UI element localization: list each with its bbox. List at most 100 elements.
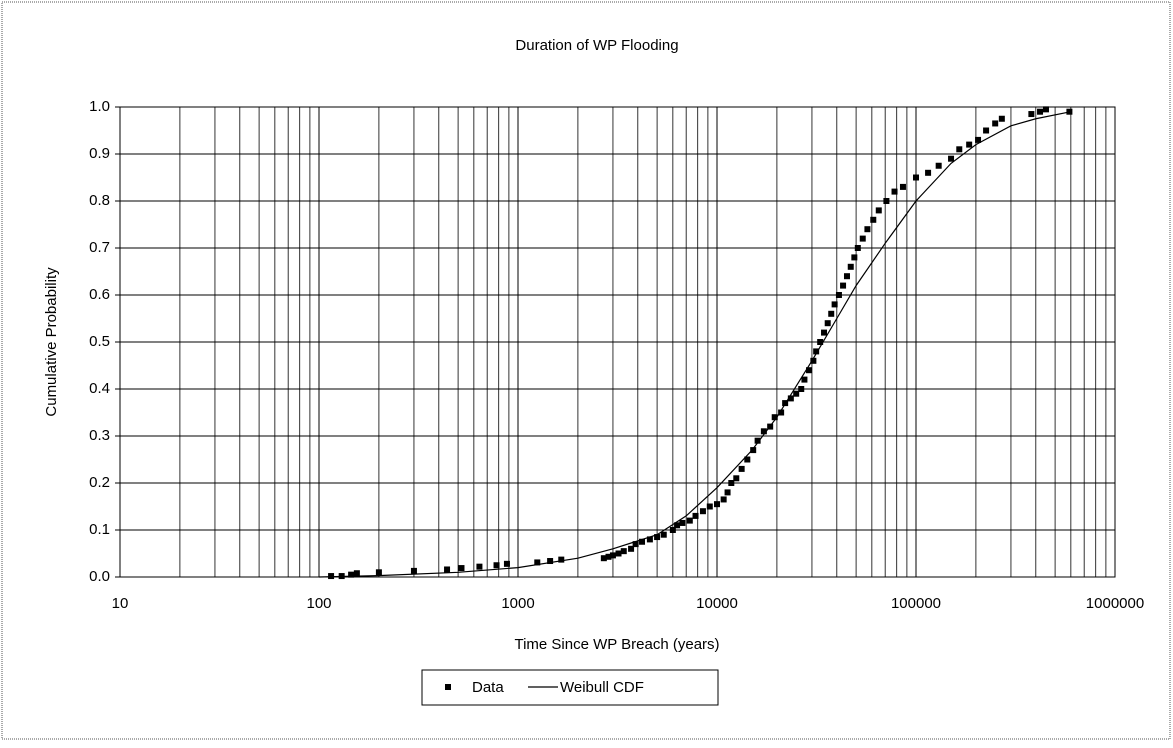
data-point (975, 136, 982, 143)
data-point (738, 465, 745, 472)
data-point (503, 560, 510, 567)
data-point (754, 437, 761, 444)
data-point (674, 522, 681, 529)
x-tick-label: 100 (306, 595, 331, 612)
data-point (615, 550, 622, 557)
data-point (1028, 111, 1035, 118)
data-point (801, 376, 808, 383)
data-point (728, 480, 735, 486)
y-tick-label: 0.0 (89, 568, 110, 585)
y-axis-label: Cumulative Probability (43, 267, 60, 417)
data-point (966, 141, 973, 148)
data-point (493, 562, 500, 569)
legend-box (421, 669, 719, 706)
data-point (1037, 108, 1044, 115)
data-point (660, 531, 667, 538)
data-point (458, 565, 465, 572)
data-point (476, 563, 483, 570)
data-point (646, 536, 653, 543)
x-tick-label: 1000 (501, 595, 534, 612)
data-point (992, 120, 999, 127)
data-point (875, 207, 882, 214)
data-point (913, 174, 919, 181)
data-point (817, 339, 824, 345)
data-point (925, 169, 932, 176)
data-point (628, 545, 635, 552)
data-point (1042, 106, 1049, 113)
data-point (787, 395, 794, 402)
legend-label: Data (472, 679, 504, 696)
data-point (835, 292, 842, 298)
data-point (686, 517, 693, 524)
data-point (444, 566, 451, 573)
x-tick-label: 10 (112, 595, 129, 612)
data-point (605, 553, 612, 560)
data-point (410, 567, 417, 574)
y-tick-label: 0.3 (89, 427, 110, 444)
data-point (692, 512, 699, 519)
data-point (806, 367, 813, 374)
y-tick-label: 0.8 (89, 192, 110, 209)
y-tick-label: 0.2 (89, 474, 110, 491)
data-point (720, 496, 727, 503)
data-point (771, 414, 778, 421)
data-point (870, 216, 877, 223)
legend-marker (445, 684, 451, 690)
y-tick-label: 0.7 (89, 239, 110, 256)
data-point (956, 146, 963, 153)
data-point (824, 320, 831, 327)
data-point (821, 329, 828, 336)
data-point (328, 573, 335, 580)
data-point (353, 570, 360, 577)
data-point (778, 409, 785, 416)
data-point (558, 556, 565, 563)
data-point (793, 390, 800, 397)
data-point (639, 538, 646, 545)
data-point (632, 541, 639, 548)
data-point (609, 552, 616, 559)
y-tick-label: 1.0 (89, 98, 110, 115)
data-point (948, 155, 955, 162)
data-point (810, 357, 817, 364)
data-point (847, 263, 854, 270)
data-point (935, 162, 942, 169)
data-point (760, 428, 767, 435)
curve (318, 111, 1071, 578)
data-point (714, 501, 720, 508)
x-tick-label: 10000 (696, 595, 738, 612)
y-tick-label: 0.9 (89, 145, 110, 162)
data-point (724, 489, 731, 496)
data-point (813, 348, 820, 355)
data-point (534, 559, 541, 566)
data-point (854, 245, 861, 251)
data-point (883, 198, 890, 204)
x-tick-label: 100000 (891, 595, 941, 612)
data-point (654, 534, 661, 541)
data-point (843, 273, 850, 280)
data-point (699, 508, 706, 515)
data-point (679, 519, 686, 526)
data-point (744, 456, 751, 463)
data-point (600, 555, 607, 562)
data-point (547, 558, 554, 565)
data-point (375, 569, 382, 576)
data-point (828, 310, 835, 317)
x-axis-label: Time Since WP Breach (years) (514, 636, 719, 653)
data-point (859, 235, 866, 242)
data-point (750, 447, 757, 454)
y-tick-label: 0.1 (89, 521, 110, 538)
data-point (998, 115, 1005, 122)
y-tick-label: 0.6 (89, 286, 110, 303)
data-point (851, 254, 858, 261)
data-point (798, 386, 805, 392)
data-point (706, 503, 713, 510)
data-point (840, 282, 847, 289)
legend-label: Weibull CDF (560, 679, 644, 696)
data-point (891, 188, 898, 195)
y-tick-label: 0.5 (89, 333, 110, 350)
data-point (733, 475, 740, 482)
x-tick-label: 1000000 (1086, 595, 1144, 612)
data-point (899, 183, 906, 190)
y-tick-label: 0.4 (89, 380, 110, 397)
